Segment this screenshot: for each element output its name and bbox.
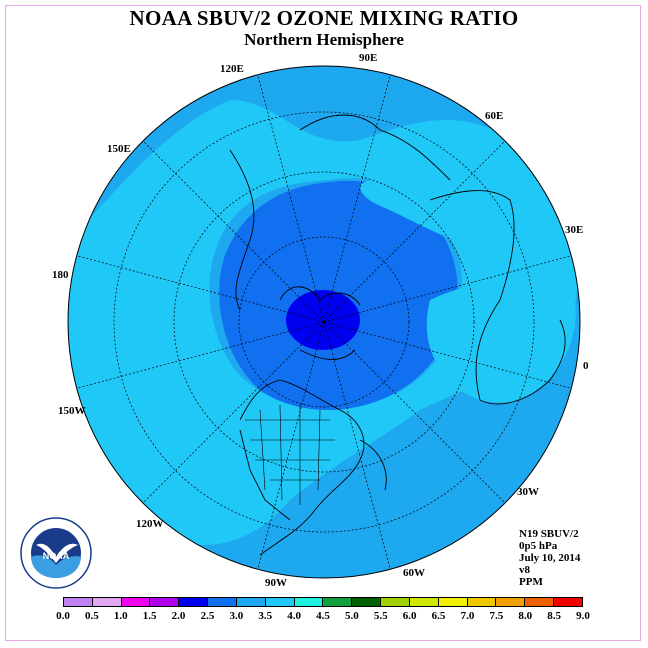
coastlines-and-graticule [113, 111, 535, 533]
lon-label-120w: 120W [136, 518, 164, 530]
ozone-region-3.0-3.5-patch [360, 160, 541, 260]
colorbar-tick-label: 6.0 [402, 610, 417, 622]
map-subtitle: Northern Hemisphere [244, 30, 404, 49]
noaa-logo-icon: NOAA [20, 517, 92, 589]
lon-label-60w: 60W [403, 567, 425, 579]
meridian-line [323, 74, 391, 323]
meridian-line [323, 255, 572, 323]
lon-label-150e: 150E [107, 143, 131, 155]
colorbar-tick-label: 3.5 [258, 610, 273, 622]
figure-frame [5, 5, 641, 641]
units-label: PPM [519, 576, 543, 588]
satellite-label: N19 SBUV/2 [519, 528, 579, 540]
colorbar-swatch [438, 598, 468, 606]
lon-label-30w: 30W [517, 486, 539, 498]
pressure-level: 0p5 hPa [519, 540, 558, 552]
meridian-line [257, 74, 325, 323]
meridian-line [76, 255, 325, 323]
colorbar-tick-label: 4.5 [316, 610, 330, 622]
colorbar-tick-label: 4.0 [287, 610, 301, 622]
colorbar-swatch [496, 598, 526, 606]
colorbar-tick-label: 6.5 [431, 610, 446, 622]
ozone-region-1.5-2.0 [286, 290, 360, 350]
colorbar-tick-label: 2.5 [200, 610, 215, 622]
colorbar-swatch [150, 598, 180, 606]
colorbar [63, 597, 583, 607]
colorbar-tick-label: 5.5 [373, 610, 388, 622]
meridian-line [323, 321, 572, 389]
lon-label-90w: 90W [265, 577, 287, 589]
colorbar-tick-label: 0.0 [56, 610, 70, 622]
colorbar-swatch [64, 598, 93, 606]
colorbar-swatch [121, 598, 151, 606]
meridian-line [142, 140, 325, 323]
svg-text:NOAA: NOAA [43, 551, 70, 561]
lon-label-150w: 150W [58, 405, 86, 417]
colorbar-swatch [352, 598, 382, 606]
colorbar-swatch [179, 598, 209, 606]
lon-label-90e: 90E [359, 52, 378, 64]
map-boundary [67, 65, 581, 579]
map-title: NOAA SBUV/2 OZONE MIXING RATIO [129, 6, 519, 30]
product-info: N19 SBUV/2 0p5 hPa July 10, 2014 v8 PPM [519, 528, 580, 588]
colorbar-tick-label: 7.0 [460, 610, 475, 622]
colorbar-swatch [294, 598, 324, 606]
colorbar-tick-label: 0.5 [85, 610, 99, 622]
colorbar-tick-label: 1.0 [113, 610, 128, 622]
ozone-region-3.0-3.5-patch [426, 281, 576, 403]
lon-label-30e: 30E [565, 224, 584, 236]
colorbar-tick-label: 8.5 [547, 610, 561, 622]
meridian-line [323, 140, 506, 323]
colorbar-tick-label: 3.0 [229, 610, 244, 622]
colorbar-swatch [381, 598, 410, 606]
meridian-line [142, 321, 325, 504]
colorbar-tick-label: 5.0 [345, 610, 359, 622]
coastlines [229, 114, 566, 556]
version-label: v8 [519, 564, 530, 576]
colorbar-swatch [92, 598, 122, 606]
lon-label-180: 180 [52, 269, 69, 281]
colorbar-swatch [208, 598, 237, 606]
colorbar-tick-label: 7.5 [489, 610, 504, 622]
ozone-field [68, 66, 580, 578]
colorbar-tick-label: 9.0 [576, 610, 590, 622]
colorbar-swatch [236, 598, 266, 606]
meridians [76, 74, 572, 570]
meridian-line [323, 321, 391, 570]
colorbar-tick-label: 8.0 [518, 610, 533, 622]
colorbar-swatch [265, 598, 295, 606]
us-state-boundaries [245, 404, 335, 505]
meridian-line [76, 321, 325, 389]
colorbar-swatch [525, 598, 555, 606]
colorbar-swatch [409, 598, 439, 606]
colorbar-swatch [554, 598, 582, 606]
meridian-line [323, 321, 506, 504]
colorbar-tick-label: 1.5 [142, 610, 157, 622]
colorbar-ticks: 0.0 0.5 1.0 1.5 2.0 2.5 3.0 3.5 4.0 4.5 5.0 5.5 6.0 6… [56, 610, 590, 624]
date-label: July 10, 2014 [519, 552, 581, 564]
colorbar-tick-label: 2.0 [171, 610, 186, 622]
colorbar-swatch [467, 598, 497, 606]
colorbar-swatch [323, 598, 353, 606]
lon-label-60e: 60E [485, 110, 504, 122]
meridian-line [257, 321, 325, 570]
lon-label-0: 0 [583, 360, 589, 372]
lon-label-120e: 120E [220, 63, 244, 75]
